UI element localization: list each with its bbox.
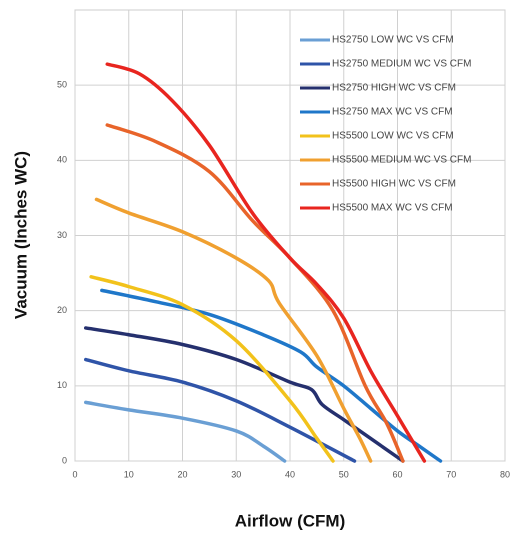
legend-label: HS2750 MEDIUM WC VS CFM (332, 59, 471, 70)
y-axis-title: Vacuum (Inches WC) (11, 151, 30, 319)
legend-label: HS5500 LOW WC VS CFM (332, 131, 454, 142)
x-tick-label: 80 (500, 469, 510, 479)
x-tick-label: 40 (285, 469, 295, 479)
y-tick-label: 50 (57, 80, 67, 90)
x-tick-label: 50 (339, 469, 349, 479)
x-tick-label: 0 (72, 469, 77, 479)
legend-label: HS2750 LOW WC VS CFM (332, 35, 454, 46)
x-tick-label: 30 (231, 469, 241, 479)
series-line (84, 400, 287, 463)
x-tick-label: 70 (446, 469, 456, 479)
y-tick-label: 0 (62, 455, 67, 465)
x-tick-label: 20 (177, 469, 187, 479)
series-line (84, 357, 357, 463)
legend-label: HS2750 HIGH WC VS CFM (332, 83, 456, 94)
y-tick-label: 30 (57, 230, 67, 240)
legend-label: HS5500 MEDIUM WC VS CFM (332, 155, 471, 166)
x-tick-label: 60 (392, 469, 402, 479)
x-tick-label: 10 (124, 469, 134, 479)
x-axis-title: Airflow (CFM) (235, 511, 345, 530)
series-line (94, 197, 373, 463)
legend-label: HS5500 HIGH WC VS CFM (332, 179, 456, 190)
series-line (105, 62, 427, 463)
legend-label: HS5500 MAX WC VS CFM (332, 203, 453, 214)
legend-label: HS2750 MAX WC VS CFM (332, 107, 453, 118)
y-tick-label: 20 (57, 305, 67, 315)
y-tick-label: 40 (57, 155, 67, 165)
series-line (89, 275, 335, 463)
y-tick-label: 10 (57, 380, 67, 390)
